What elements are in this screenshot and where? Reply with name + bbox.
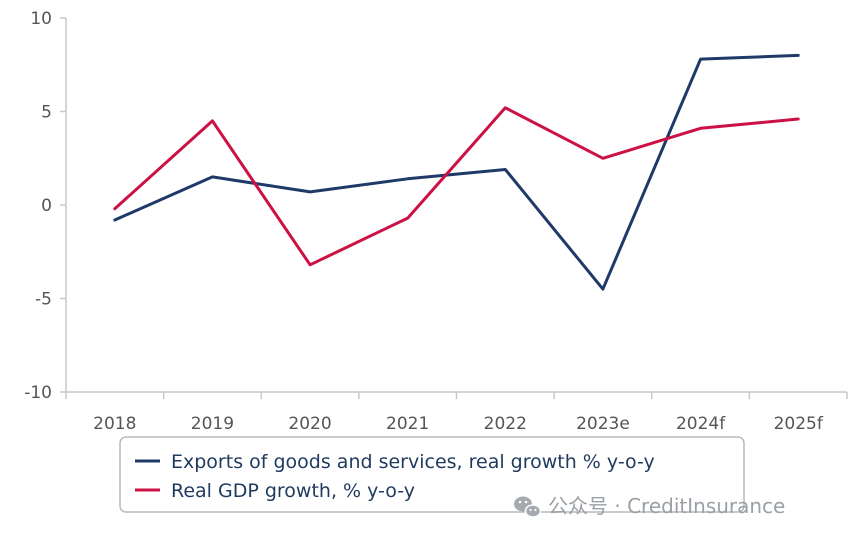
watermark-text: 公众号 · CreditInsurance: [548, 494, 785, 518]
x-tick-label: 2019: [191, 414, 234, 434]
x-tick-label: 2023e: [576, 414, 630, 434]
series-line-1: [113, 106, 800, 267]
y-tick-label: -5: [35, 290, 52, 310]
tick-labels: -10 -5 0 5 10 2018 2019 2020 2021 2022 2023e 2024f 2…: [24, 9, 824, 434]
watermark: 公众号 · CreditInsurance: [514, 494, 785, 518]
x-tick-label: 2024f: [676, 414, 726, 434]
wechat-icon: [514, 496, 542, 518]
x-tick-label: 2025f: [774, 414, 824, 434]
y-tick-label: 5: [41, 103, 52, 123]
legend: Exports of goods and services, real grow…: [119, 436, 745, 513]
series-line-0: [113, 53, 800, 291]
y-tick-label: 0: [41, 196, 52, 216]
legend-label-exports: Exports of goods and services, real grow…: [171, 451, 655, 473]
axes: [60, 17, 848, 399]
x-tick-label: 2022: [484, 414, 527, 434]
legend-label-gdp: Real GDP growth, % y-o-y: [171, 480, 415, 502]
y-tick-label: 10: [30, 9, 52, 29]
x-tick-label: 2020: [288, 414, 331, 434]
legend-box: [119, 436, 745, 513]
series-lines: [113, 53, 800, 291]
x-tick-label: 2021: [386, 414, 429, 434]
x-tick-label: 2018: [93, 414, 136, 434]
y-tick-label: -10: [24, 383, 52, 403]
